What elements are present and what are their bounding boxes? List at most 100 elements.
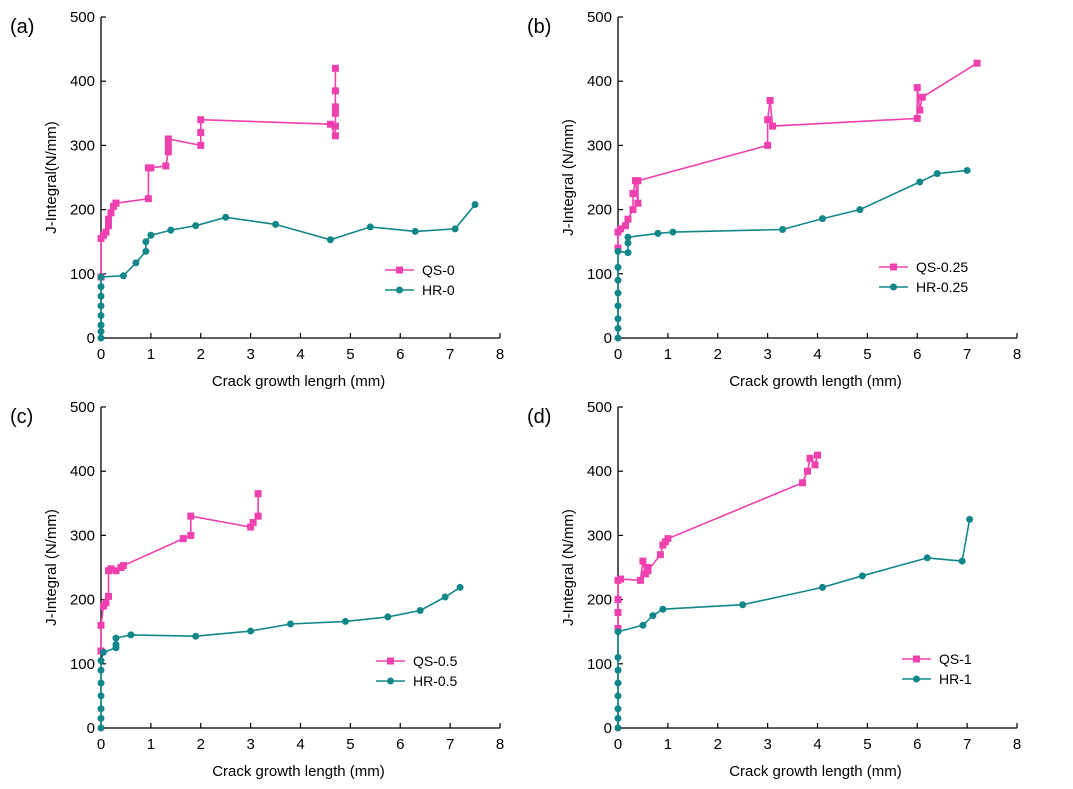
data-point-qs-0 bbox=[164, 148, 172, 156]
data-point-qs-0 bbox=[197, 141, 205, 149]
x-tick-label: 7 bbox=[446, 346, 454, 363]
data-point-hr-0 bbox=[119, 272, 127, 280]
data-point-qs-0-25 bbox=[913, 84, 921, 92]
data-point-hr-0-25 bbox=[614, 276, 622, 284]
x-tick-label: 8 bbox=[496, 346, 504, 363]
y-tick-label: 200 bbox=[587, 592, 612, 609]
x-axis-title: Crack growth length (mm) bbox=[729, 763, 902, 780]
y-tick-label: 100 bbox=[587, 266, 612, 283]
data-point-hr-1 bbox=[966, 515, 974, 523]
data-point-hr-0-5 bbox=[97, 666, 105, 674]
panel-c: (c) 0 100 200 300 400 500 0 1 2 3 4 5 6 7 8 Crack growth… bbox=[10, 399, 504, 780]
legend-label-qs-0-25: QS-0.25 bbox=[916, 259, 968, 275]
y-tick-label: 400 bbox=[70, 463, 95, 480]
data-point-hr-1 bbox=[639, 621, 647, 629]
data-point-qs-0 bbox=[102, 228, 110, 236]
x-tick-label: 0 bbox=[97, 736, 105, 753]
data-point-qs-0 bbox=[331, 87, 339, 95]
legend-label-hr-0-5: HR-0.5 bbox=[413, 673, 458, 689]
legend-marker-hr-0-5 bbox=[387, 677, 394, 685]
series-line-qs-0-5 bbox=[100, 493, 259, 651]
data-point-qs-1 bbox=[639, 557, 647, 565]
panel-label: (c) bbox=[10, 406, 33, 428]
data-point-qs-0-5 bbox=[119, 562, 127, 570]
x-tick-label: 5 bbox=[346, 736, 354, 753]
x-tick-label: 3 bbox=[246, 736, 254, 753]
data-point-hr-0 bbox=[142, 238, 150, 246]
data-point-hr-0-5 bbox=[99, 648, 107, 656]
data-point-hr-0-5 bbox=[112, 641, 120, 649]
y-tick-label: 500 bbox=[70, 399, 95, 416]
data-point-hr-0 bbox=[167, 226, 175, 234]
data-point-qs-0-25 bbox=[629, 206, 637, 214]
x-tick-label: 1 bbox=[147, 346, 155, 363]
x-tick-label: 2 bbox=[714, 736, 722, 753]
x-tick-label: 2 bbox=[197, 736, 205, 753]
data-point-qs-0 bbox=[197, 129, 205, 137]
data-point-hr-0-5 bbox=[97, 657, 105, 665]
data-point-qs-0 bbox=[164, 135, 172, 143]
x-tick-label: 1 bbox=[147, 736, 155, 753]
x-tick-label: 3 bbox=[763, 736, 771, 753]
x-tick-label: 0 bbox=[614, 736, 622, 753]
data-point-qs-0 bbox=[162, 162, 170, 170]
data-point-qs-0-25 bbox=[766, 96, 774, 104]
x-axis-title: Crack growth lengrh (mm) bbox=[212, 373, 385, 390]
x-tick-label: 7 bbox=[963, 346, 971, 363]
data-point-qs-0 bbox=[147, 164, 155, 172]
data-point-qs-0-25 bbox=[634, 177, 642, 185]
data-point-qs-0-25 bbox=[764, 141, 772, 149]
data-point-hr-0-25 bbox=[614, 324, 622, 332]
data-point-hr-0 bbox=[142, 247, 150, 255]
data-point-qs-0-5 bbox=[112, 567, 120, 575]
data-point-qs-1 bbox=[804, 467, 812, 475]
data-point-qs-0-25 bbox=[621, 222, 629, 230]
y-tick-label: 300 bbox=[587, 527, 612, 544]
legend-marker-qs-0 bbox=[396, 266, 403, 274]
data-point-qs-0-25 bbox=[973, 59, 981, 67]
data-point-qs-0 bbox=[331, 103, 339, 111]
data-point-qs-0-5 bbox=[247, 523, 255, 531]
data-point-qs-0 bbox=[164, 141, 172, 149]
y-tick-label: 200 bbox=[70, 202, 95, 219]
series-line-hr-0-25 bbox=[617, 169, 968, 338]
data-point-hr-0-25 bbox=[624, 239, 632, 247]
data-point-hr-1 bbox=[659, 605, 667, 613]
data-point-qs-0 bbox=[326, 120, 334, 128]
legend-label-hr-0: HR-0 bbox=[422, 282, 455, 298]
x-tick-label: 6 bbox=[396, 736, 404, 753]
data-point-hr-0-5 bbox=[192, 632, 200, 640]
y-tick-label: 400 bbox=[587, 463, 612, 480]
series-line-hr-0 bbox=[100, 203, 476, 338]
legend-label-hr-1: HR-1 bbox=[939, 671, 972, 687]
data-point-hr-0 bbox=[222, 213, 230, 221]
legend-label-qs-0: QS-0 bbox=[422, 262, 455, 278]
data-point-qs-0 bbox=[331, 109, 339, 117]
data-point-qs-0-25 bbox=[764, 116, 772, 124]
data-point-hr-1 bbox=[614, 692, 622, 700]
data-point-hr-0 bbox=[97, 283, 105, 291]
data-point-qs-1 bbox=[616, 575, 624, 583]
data-point-qs-1 bbox=[799, 479, 807, 487]
data-point-hr-0-25 bbox=[654, 229, 662, 237]
data-point-hr-0-25 bbox=[818, 215, 826, 223]
x-tick-label: 6 bbox=[913, 346, 921, 363]
y-tick-label: 500 bbox=[70, 9, 95, 26]
data-point-hr-0-25 bbox=[614, 334, 622, 342]
x-tick-label: 3 bbox=[246, 346, 254, 363]
data-point-hr-1 bbox=[614, 628, 622, 636]
series-line-hr-0-5 bbox=[100, 586, 461, 728]
y-tick-label: 0 bbox=[87, 330, 95, 347]
data-point-qs-0 bbox=[104, 222, 112, 230]
data-point-qs-1 bbox=[656, 551, 664, 559]
data-point-qs-0-25 bbox=[913, 114, 921, 122]
data-point-hr-0 bbox=[97, 328, 105, 336]
legend-label-hr-0-25: HR-0.25 bbox=[916, 279, 968, 295]
x-tick-label: 8 bbox=[1013, 346, 1021, 363]
data-point-hr-0-25 bbox=[614, 289, 622, 297]
x-tick-label: 0 bbox=[97, 346, 105, 363]
data-point-hr-0-25 bbox=[669, 228, 677, 236]
y-axis-title: J-Integral (N/mm) bbox=[560, 119, 577, 236]
data-point-hr-0-5 bbox=[341, 617, 349, 625]
